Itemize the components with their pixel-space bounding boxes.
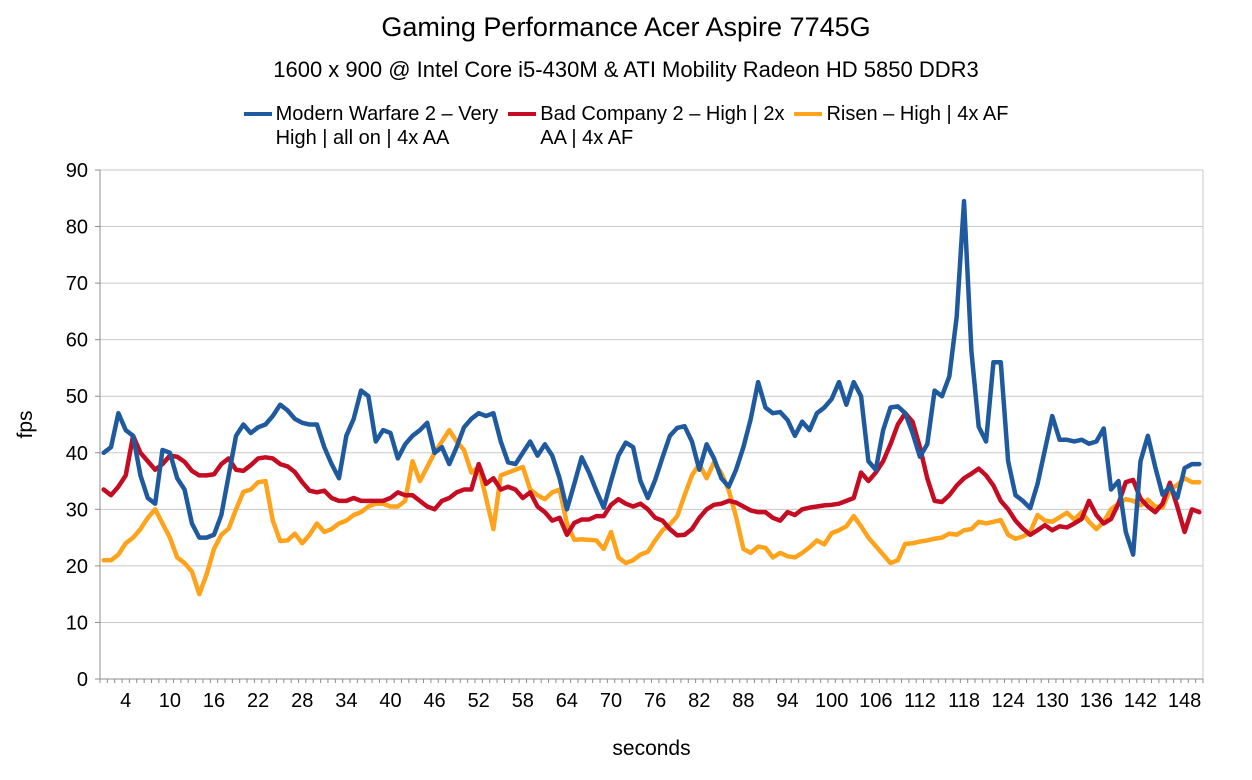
svg-text:76: 76 xyxy=(644,690,666,712)
svg-text:40: 40 xyxy=(379,690,401,712)
svg-text:130: 130 xyxy=(1036,690,1069,712)
chart-title: Gaming Performance Acer Aspire 7745G xyxy=(381,12,871,42)
svg-text:58: 58 xyxy=(512,690,534,712)
legend-item-risen[interactable]: Risen – High | 4x AF xyxy=(794,102,1008,126)
svg-text:124: 124 xyxy=(991,690,1024,712)
svg-text:40: 40 xyxy=(66,443,88,465)
svg-text:seconds: seconds xyxy=(612,737,690,760)
svg-text:20: 20 xyxy=(66,556,88,578)
svg-text:70: 70 xyxy=(66,273,88,295)
svg-text:28: 28 xyxy=(291,690,313,712)
legend-label-line1: Risen – High | 4x AF xyxy=(826,103,1009,125)
svg-text:112: 112 xyxy=(904,690,936,712)
svg-text:10: 10 xyxy=(159,690,181,712)
svg-text:80: 80 xyxy=(66,217,88,239)
legend-label-line1: Modern Warfare 2 – Very xyxy=(275,103,499,125)
legend-item-modern-warfare-2[interactable]: Modern Warfare 2 – Very High | all on | … xyxy=(243,102,499,150)
svg-text:88: 88 xyxy=(732,690,754,712)
svg-text:50: 50 xyxy=(66,386,88,408)
chart-subtitle: 1600 x 900 @ Intel Core i5-430M & ATI Mo… xyxy=(273,57,979,82)
series-swatch-risen xyxy=(794,112,823,116)
series-swatch-modern-warfare-2 xyxy=(243,112,272,116)
svg-text:46: 46 xyxy=(423,690,445,712)
svg-text:22: 22 xyxy=(247,690,269,712)
svg-text:60: 60 xyxy=(66,330,88,352)
svg-text:118: 118 xyxy=(948,690,980,712)
svg-text:16: 16 xyxy=(203,690,225,712)
svg-text:106: 106 xyxy=(859,690,892,712)
svg-text:0: 0 xyxy=(77,669,88,691)
legend-label-line2: AA | 4x AF xyxy=(540,127,634,149)
svg-text:70: 70 xyxy=(600,690,622,712)
svg-text:94: 94 xyxy=(776,690,798,712)
svg-text:136: 136 xyxy=(1080,690,1113,712)
svg-text:30: 30 xyxy=(66,499,88,521)
svg-text:142: 142 xyxy=(1124,690,1157,712)
svg-text:fps: fps xyxy=(14,410,37,438)
svg-text:52: 52 xyxy=(468,690,490,712)
series-swatch-bad-company-2 xyxy=(508,112,537,116)
legend-label-line1: Bad Company 2 – High | 2x xyxy=(540,103,785,125)
svg-text:90: 90 xyxy=(66,160,88,182)
legend-label-line2: High | all on | 4x AA xyxy=(275,127,450,149)
legend-item-bad-company-2[interactable]: Bad Company 2 – High | 2x AA | 4x AF xyxy=(508,102,784,150)
svg-text:4: 4 xyxy=(120,690,131,712)
chart-legend: Modern Warfare 2 – Very High | all on | … xyxy=(0,102,1252,150)
svg-text:100: 100 xyxy=(815,690,848,712)
svg-text:82: 82 xyxy=(688,690,710,712)
svg-text:148: 148 xyxy=(1168,690,1201,712)
svg-text:64: 64 xyxy=(556,690,578,712)
svg-text:34: 34 xyxy=(335,690,357,712)
svg-text:10: 10 xyxy=(66,612,88,634)
